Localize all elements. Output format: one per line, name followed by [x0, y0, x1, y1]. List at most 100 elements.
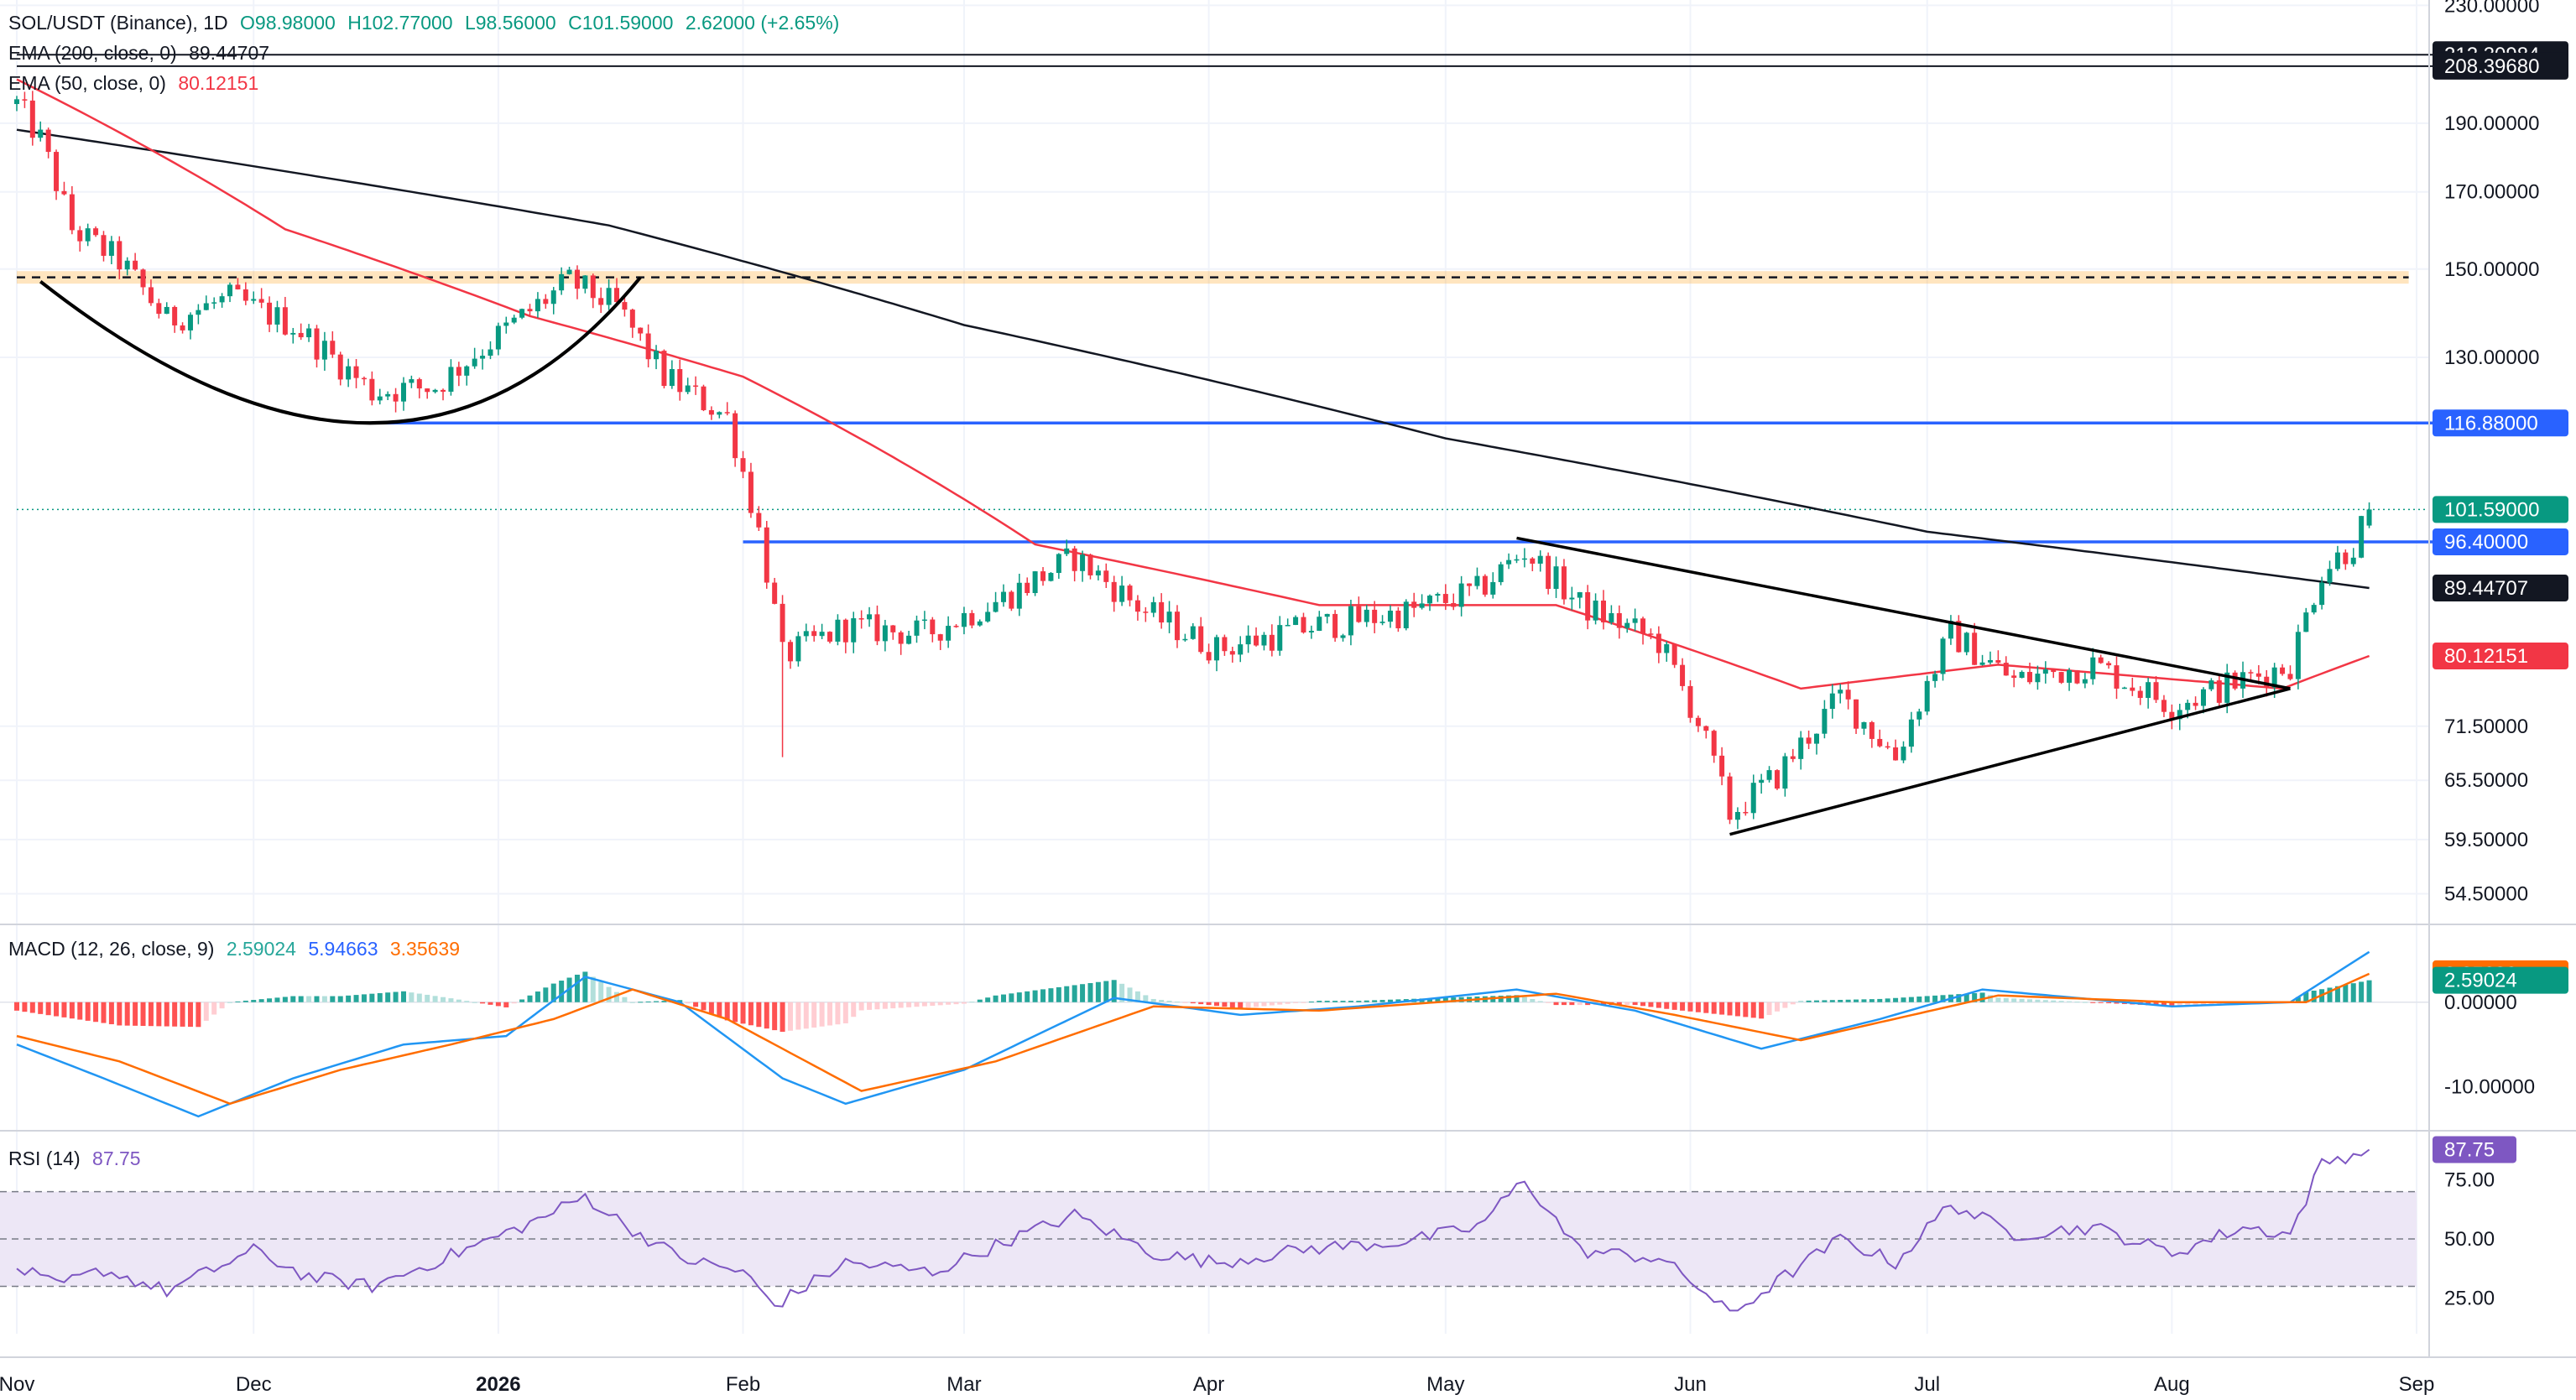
ema50-line[interactable]	[16, 78, 2370, 690]
candle-body[interactable]	[2074, 670, 2080, 684]
candle-body[interactable]	[54, 152, 60, 191]
candle-body[interactable]	[1348, 606, 1353, 636]
candle-body[interactable]	[251, 299, 257, 301]
candle-body[interactable]	[1845, 690, 1851, 700]
candle-body[interactable]	[1000, 591, 1006, 602]
candle-body[interactable]	[1854, 699, 1859, 729]
candle-body[interactable]	[1743, 811, 1749, 814]
candle-body[interactable]	[1940, 638, 1946, 674]
candle-body[interactable]	[38, 129, 44, 138]
candle-body[interactable]	[1403, 601, 1409, 629]
candle-body[interactable]	[1521, 558, 1527, 560]
candle-body[interactable]	[1269, 634, 1275, 651]
triangle-upper-line[interactable]	[1516, 536, 2291, 690]
price-tag[interactable]: 208.39680	[2444, 55, 2539, 78]
candle-body[interactable]	[1924, 680, 1930, 712]
candle-body[interactable]	[1530, 558, 1536, 564]
candle-body[interactable]	[566, 269, 572, 274]
candle-body[interactable]	[1442, 594, 1448, 603]
symbol-label[interactable]: SOL/USDT (Binance), 1D	[8, 12, 228, 34]
candle-body[interactable]	[2177, 710, 2182, 720]
macd-line[interactable]	[16, 950, 2370, 1118]
candle-body[interactable]	[400, 383, 406, 402]
candle-body[interactable]	[464, 366, 470, 376]
candle-body[interactable]	[693, 385, 699, 388]
macd-tag[interactable]: 2.59024	[2444, 970, 2517, 992]
candle-body[interactable]	[748, 471, 754, 513]
candle-body[interactable]	[1987, 659, 1993, 663]
candle-body[interactable]	[156, 303, 162, 315]
candle-body[interactable]	[1750, 783, 1756, 814]
candle-body[interactable]	[811, 631, 817, 637]
candle-body[interactable]	[1664, 643, 1670, 653]
candle-body[interactable]	[842, 619, 848, 643]
candle-body[interactable]	[219, 296, 225, 303]
candle-body[interactable]	[1995, 659, 2001, 664]
candle-body[interactable]	[2161, 700, 2167, 712]
price-candles[interactable]	[14, 91, 2372, 830]
candle-body[interactable]	[1277, 625, 1283, 651]
candle-body[interactable]	[1387, 610, 1393, 622]
candle-body[interactable]	[511, 317, 517, 323]
candle-body[interactable]	[1064, 548, 1070, 554]
candle-body[interactable]	[22, 99, 28, 101]
candle-body[interactable]	[488, 349, 493, 357]
rsi-line[interactable]	[16, 1148, 2370, 1312]
candle-body[interactable]	[1340, 635, 1346, 638]
rounding-bottom-arc[interactable]	[39, 276, 642, 425]
candle-body[interactable]	[2208, 680, 2214, 690]
candle-body[interactable]	[1546, 555, 1551, 590]
ema50-legend[interactable]: EMA (50, close, 0) 80.12151	[8, 70, 265, 96]
candle-body[interactable]	[1695, 717, 1701, 726]
candle-body[interactable]	[2295, 632, 2301, 679]
candle-body[interactable]	[140, 269, 146, 288]
candle-body[interactable]	[2271, 667, 2277, 688]
candle-body[interactable]	[1814, 733, 1819, 744]
candle-body[interactable]	[1111, 581, 1117, 602]
candle-body[interactable]	[1498, 564, 1504, 582]
candle-body[interactable]	[2058, 672, 2064, 683]
candle-body[interactable]	[1893, 747, 1899, 761]
candle-body[interactable]	[780, 603, 785, 643]
candle-body[interactable]	[346, 366, 352, 380]
candle-body[interactable]	[2153, 682, 2159, 700]
candle-body[interactable]	[803, 631, 809, 637]
candle-body[interactable]	[385, 393, 391, 397]
candle-body[interactable]	[1616, 612, 1622, 628]
candle-body[interactable]	[108, 241, 114, 256]
candle-body[interactable]	[2035, 674, 2041, 683]
candle-body[interactable]	[1174, 612, 1180, 641]
candle-body[interactable]	[1656, 633, 1661, 653]
candle-body[interactable]	[472, 358, 477, 367]
drawings[interactable]	[39, 276, 2291, 836]
candle-body[interactable]	[1166, 612, 1172, 623]
candle-body[interactable]	[1514, 559, 1520, 561]
candle-body[interactable]	[337, 354, 343, 380]
candle-body[interactable]	[321, 341, 327, 360]
candle-body[interactable]	[946, 626, 952, 641]
candle-body[interactable]	[1467, 583, 1473, 586]
candle-body[interactable]	[921, 619, 927, 622]
candle-body[interactable]	[993, 601, 999, 612]
candle-body[interactable]	[1364, 609, 1369, 622]
macd-signal-line[interactable]	[16, 972, 2370, 1106]
candle-body[interactable]	[1671, 643, 1677, 665]
candle-body[interactable]	[45, 129, 51, 153]
candle-body[interactable]	[2264, 676, 2270, 688]
candle-body[interactable]	[425, 388, 430, 393]
candle-body[interactable]	[242, 289, 248, 301]
candle-body[interactable]	[1198, 626, 1204, 653]
candle-body[interactable]	[1127, 586, 1133, 601]
candle-body[interactable]	[1759, 779, 1765, 783]
candle-body[interactable]	[274, 307, 280, 325]
candle-body[interactable]	[835, 619, 841, 642]
candle-body[interactable]	[1822, 709, 1828, 734]
candle-body[interactable]	[2027, 672, 2033, 683]
candle-body[interactable]	[1963, 632, 1969, 653]
candle-body[interactable]	[1222, 637, 1228, 652]
candle-body[interactable]	[733, 413, 738, 459]
candle-body[interactable]	[1080, 554, 1086, 571]
candle-body[interactable]	[1798, 737, 1804, 759]
candle-body[interactable]	[330, 341, 336, 355]
candle-body[interactable]	[985, 612, 991, 622]
